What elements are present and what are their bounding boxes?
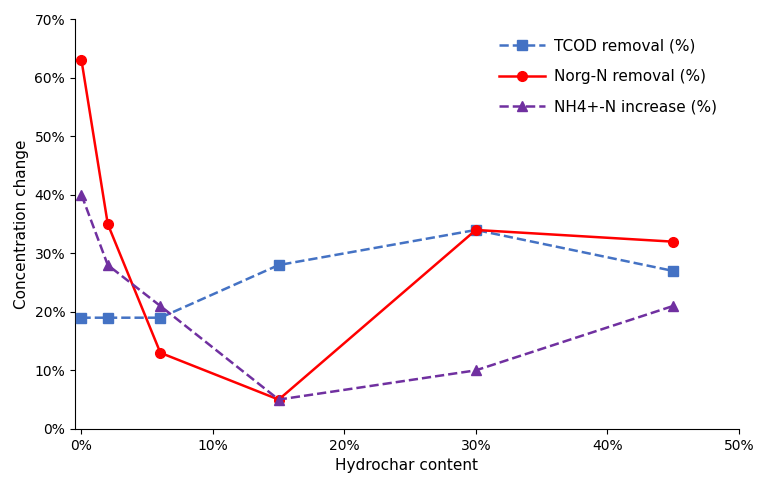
NH4+-N increase (%) — [668, 303, 677, 309]
Norg-N removal (%) — [668, 239, 677, 244]
NH4+-N increase (%) — [472, 367, 481, 373]
Line: NH4+-N increase (%): NH4+-N increase (%) — [77, 190, 678, 404]
Norg-N removal (%) — [77, 57, 86, 63]
NH4+-N increase (%) — [156, 303, 165, 309]
Norg-N removal (%) — [103, 221, 112, 227]
TCOD removal (%) — [274, 262, 283, 268]
TCOD removal (%) — [103, 315, 112, 320]
NH4+-N increase (%) — [274, 397, 283, 403]
Legend: TCOD removal (%), Norg-N removal (%), NH4+-N increase (%): TCOD removal (%), Norg-N removal (%), NH… — [492, 31, 724, 122]
Line: Norg-N removal (%): Norg-N removal (%) — [77, 56, 678, 404]
Norg-N removal (%) — [274, 397, 283, 403]
Y-axis label: Concentration change: Concentration change — [14, 139, 29, 309]
TCOD removal (%) — [668, 268, 677, 274]
Line: TCOD removal (%): TCOD removal (%) — [77, 225, 678, 322]
TCOD removal (%) — [77, 315, 86, 320]
Norg-N removal (%) — [472, 227, 481, 233]
X-axis label: Hydrochar content: Hydrochar content — [336, 458, 478, 473]
NH4+-N increase (%) — [103, 262, 112, 268]
NH4+-N increase (%) — [77, 192, 86, 198]
TCOD removal (%) — [156, 315, 165, 320]
Norg-N removal (%) — [156, 350, 165, 356]
TCOD removal (%) — [472, 227, 481, 233]
